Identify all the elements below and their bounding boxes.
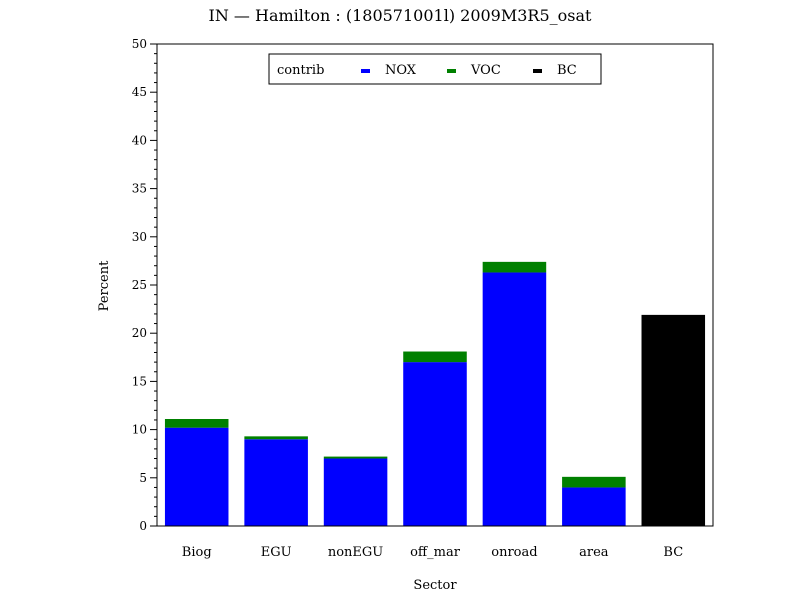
legend-box [268, 53, 602, 85]
x-tick-label: onroad [491, 545, 537, 560]
legend-swatch-voc [447, 69, 456, 73]
bars-group [164, 261, 706, 526]
y-tick-label: 20 [132, 326, 147, 340]
y-tick-label: 25 [132, 278, 147, 292]
legend-swatch-bc [533, 69, 542, 73]
y-axis: 0 5 10 15 20 25 30 35 40 45 50 [132, 37, 157, 533]
bar-onroad-VOC [482, 261, 547, 273]
y-tick-label: 45 [132, 85, 147, 99]
legend-label-bc: BC [557, 63, 577, 78]
bar-area-NOX [562, 487, 626, 526]
y-tick-label: 10 [132, 423, 147, 437]
x-tick-label: off_mar [410, 545, 461, 560]
x-axis: Biog EGU nonEGU off_mar onroad area BC [182, 545, 683, 560]
bar-off_mar-VOC [403, 351, 467, 363]
bar-nonEGU-NOX [323, 458, 388, 526]
legend: contrib NOX VOC BC [268, 53, 602, 85]
bar-Biog-NOX [164, 427, 229, 526]
x-axis-title: Sector [413, 578, 457, 593]
y-tick-label: 15 [132, 374, 147, 388]
x-tick-label: EGU [261, 545, 292, 560]
legend-title: contrib [277, 63, 324, 78]
bar-BC-BC [641, 314, 706, 526]
legend-label-voc: VOC [470, 63, 501, 78]
y-tick-label: 30 [132, 230, 147, 244]
plot-frame [156, 43, 714, 527]
x-tick-label: area [579, 545, 609, 560]
y-tick-label: 50 [132, 37, 147, 51]
bar-nonEGU-VOC [323, 456, 388, 459]
bar-EGU-NOX [244, 439, 308, 526]
chart-title: IN — Hamilton : (180571001l) 2009M3R5_os… [209, 6, 593, 25]
bar-onroad-NOX [482, 272, 547, 526]
x-tick-label: Biog [182, 545, 212, 560]
bar-area-VOC [562, 476, 626, 488]
y-tick-label: 0 [139, 519, 147, 533]
x-tick-label: BC [663, 545, 683, 560]
bar-off_mar-NOX [403, 362, 467, 526]
y-axis-title: Percent [97, 260, 112, 311]
y-tick-label: 40 [132, 133, 147, 147]
bar-EGU-VOC [244, 436, 308, 440]
legend-label-nox: NOX [385, 63, 417, 78]
legend-swatch-nox [361, 69, 370, 73]
y-tick-label: 35 [132, 182, 147, 196]
x-tick-label: nonEGU [328, 545, 383, 560]
bar-Biog-VOC [164, 419, 229, 428]
y-tick-label: 5 [139, 471, 147, 485]
